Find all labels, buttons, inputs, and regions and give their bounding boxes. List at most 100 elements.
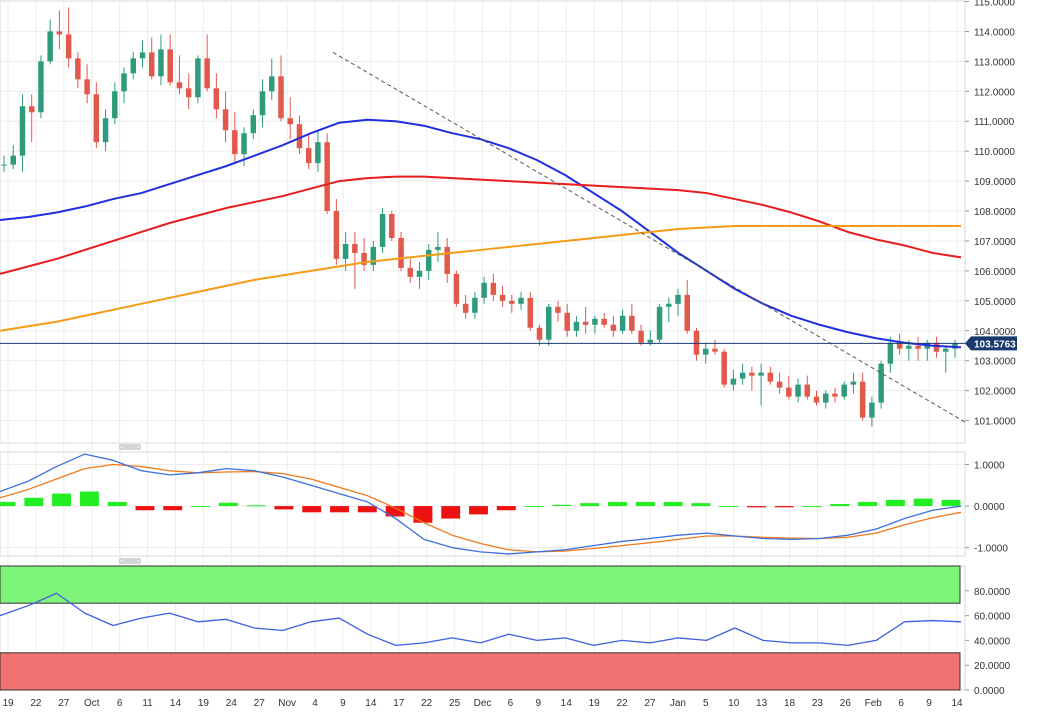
candle-body xyxy=(75,58,81,80)
candle-body xyxy=(647,339,654,343)
candle-body xyxy=(38,61,44,113)
y-tick-label: 103.0000 xyxy=(974,357,1016,368)
candle-body xyxy=(370,246,377,265)
macd-histogram-bar xyxy=(413,506,433,523)
candle-body xyxy=(250,115,257,134)
x-tick-label: 19 xyxy=(2,698,14,709)
candle-body xyxy=(712,348,718,352)
x-tick-label: 27 xyxy=(644,698,656,709)
x-tick-label: 19 xyxy=(198,698,210,709)
candle-body xyxy=(684,294,690,331)
macd-histogram-bar xyxy=(385,506,405,517)
x-tick-label: 10 xyxy=(728,698,740,709)
macd-histogram-bar xyxy=(663,501,683,507)
candle-body xyxy=(610,324,617,331)
y-tick-label: 105.0000 xyxy=(974,297,1016,308)
macd-tick-label: 1.0000 xyxy=(974,460,1005,471)
x-tick-label: Dec xyxy=(474,698,492,709)
candle-body xyxy=(767,372,774,382)
x-tick-label: 22 xyxy=(421,698,433,709)
macd-histogram-bar xyxy=(941,499,961,507)
candle-body xyxy=(573,321,580,331)
x-tick-label: 4 xyxy=(312,698,318,709)
rsi-tick-label: 80.0000 xyxy=(974,587,1011,598)
candle-body xyxy=(795,384,801,397)
candle-body xyxy=(730,378,737,385)
candle-body xyxy=(943,348,949,352)
candle-body xyxy=(822,393,829,403)
candle-body xyxy=(185,88,192,98)
candle-body xyxy=(915,345,921,349)
rsi-oversold-zone xyxy=(0,652,961,691)
rsi-resize-handle[interactable] xyxy=(119,558,141,564)
candle-body xyxy=(536,327,543,340)
candle-body xyxy=(896,342,903,349)
candle-body xyxy=(93,94,100,143)
candle-body xyxy=(158,49,164,77)
data-series xyxy=(0,7,966,647)
candle-body xyxy=(425,249,432,271)
candle-body xyxy=(195,58,201,98)
x-tick-label: 13 xyxy=(756,698,768,709)
macd-histogram-bar xyxy=(469,506,488,515)
candle-body xyxy=(84,79,90,95)
candle-body xyxy=(10,155,16,165)
x-tick-label: 5 xyxy=(703,698,709,709)
y-tick-label: 110.0000 xyxy=(974,147,1015,158)
candle-body xyxy=(148,52,155,77)
ma100-line xyxy=(0,175,962,275)
macd-histogram-bar xyxy=(524,506,544,508)
macd-histogram-bar xyxy=(107,501,127,507)
candle-body xyxy=(592,318,598,325)
macd-signal-line xyxy=(0,463,962,553)
x-tick-label: 6 xyxy=(117,698,123,709)
candle-body xyxy=(490,282,497,295)
rsi-tick-label: 60.0000 xyxy=(974,612,1011,623)
candle-body xyxy=(933,342,940,352)
y-tick-label: 111.0000 xyxy=(974,117,1015,128)
x-tick-label: 25 xyxy=(449,698,461,709)
macd-line xyxy=(0,453,962,555)
candle-body xyxy=(675,294,681,304)
rsi-zones xyxy=(0,565,961,691)
x-tick-label: 27 xyxy=(58,698,70,709)
macd-histogram-bar xyxy=(580,503,600,507)
candle-body xyxy=(379,214,386,247)
x-tick-label: 14 xyxy=(561,698,573,709)
candle-body xyxy=(518,297,524,304)
candle-body xyxy=(130,58,137,74)
macd-histogram-bar xyxy=(496,506,516,511)
candle-body xyxy=(361,252,367,265)
candle-body xyxy=(702,348,709,355)
y-tick-label: 115.0000 xyxy=(974,0,1015,8)
candle-body xyxy=(121,73,127,92)
candle-body xyxy=(527,297,534,328)
candle-body xyxy=(555,306,561,313)
panel-resize-handles[interactable] xyxy=(119,444,141,564)
macd-tick-label: -1.0000 xyxy=(974,544,1008,555)
macd-histogram-bar xyxy=(830,504,850,507)
macd-resize-handle[interactable] xyxy=(119,444,141,450)
candle-body xyxy=(222,109,229,131)
candle-body xyxy=(906,345,912,349)
candle-body xyxy=(786,387,792,397)
macd-histogram-bar xyxy=(441,506,461,519)
candle-body xyxy=(859,381,866,418)
x-tick-label: 24 xyxy=(226,698,238,709)
x-tick-label: Oct xyxy=(84,698,100,709)
rsi-tick-label: 40.0000 xyxy=(974,636,1011,647)
candle-body xyxy=(878,363,884,403)
candle-body xyxy=(546,306,552,340)
candle-body xyxy=(19,106,26,156)
macd-histogram-bar xyxy=(0,501,16,507)
candle-body xyxy=(462,303,469,313)
candle-body xyxy=(444,246,450,274)
x-tick-label: 22 xyxy=(616,698,628,709)
y-tick-label: 101.0000 xyxy=(974,417,1016,428)
candle-body xyxy=(269,76,275,92)
candle-body xyxy=(398,237,404,268)
x-tick-label: 9 xyxy=(926,698,932,709)
ma200-line xyxy=(0,224,961,332)
